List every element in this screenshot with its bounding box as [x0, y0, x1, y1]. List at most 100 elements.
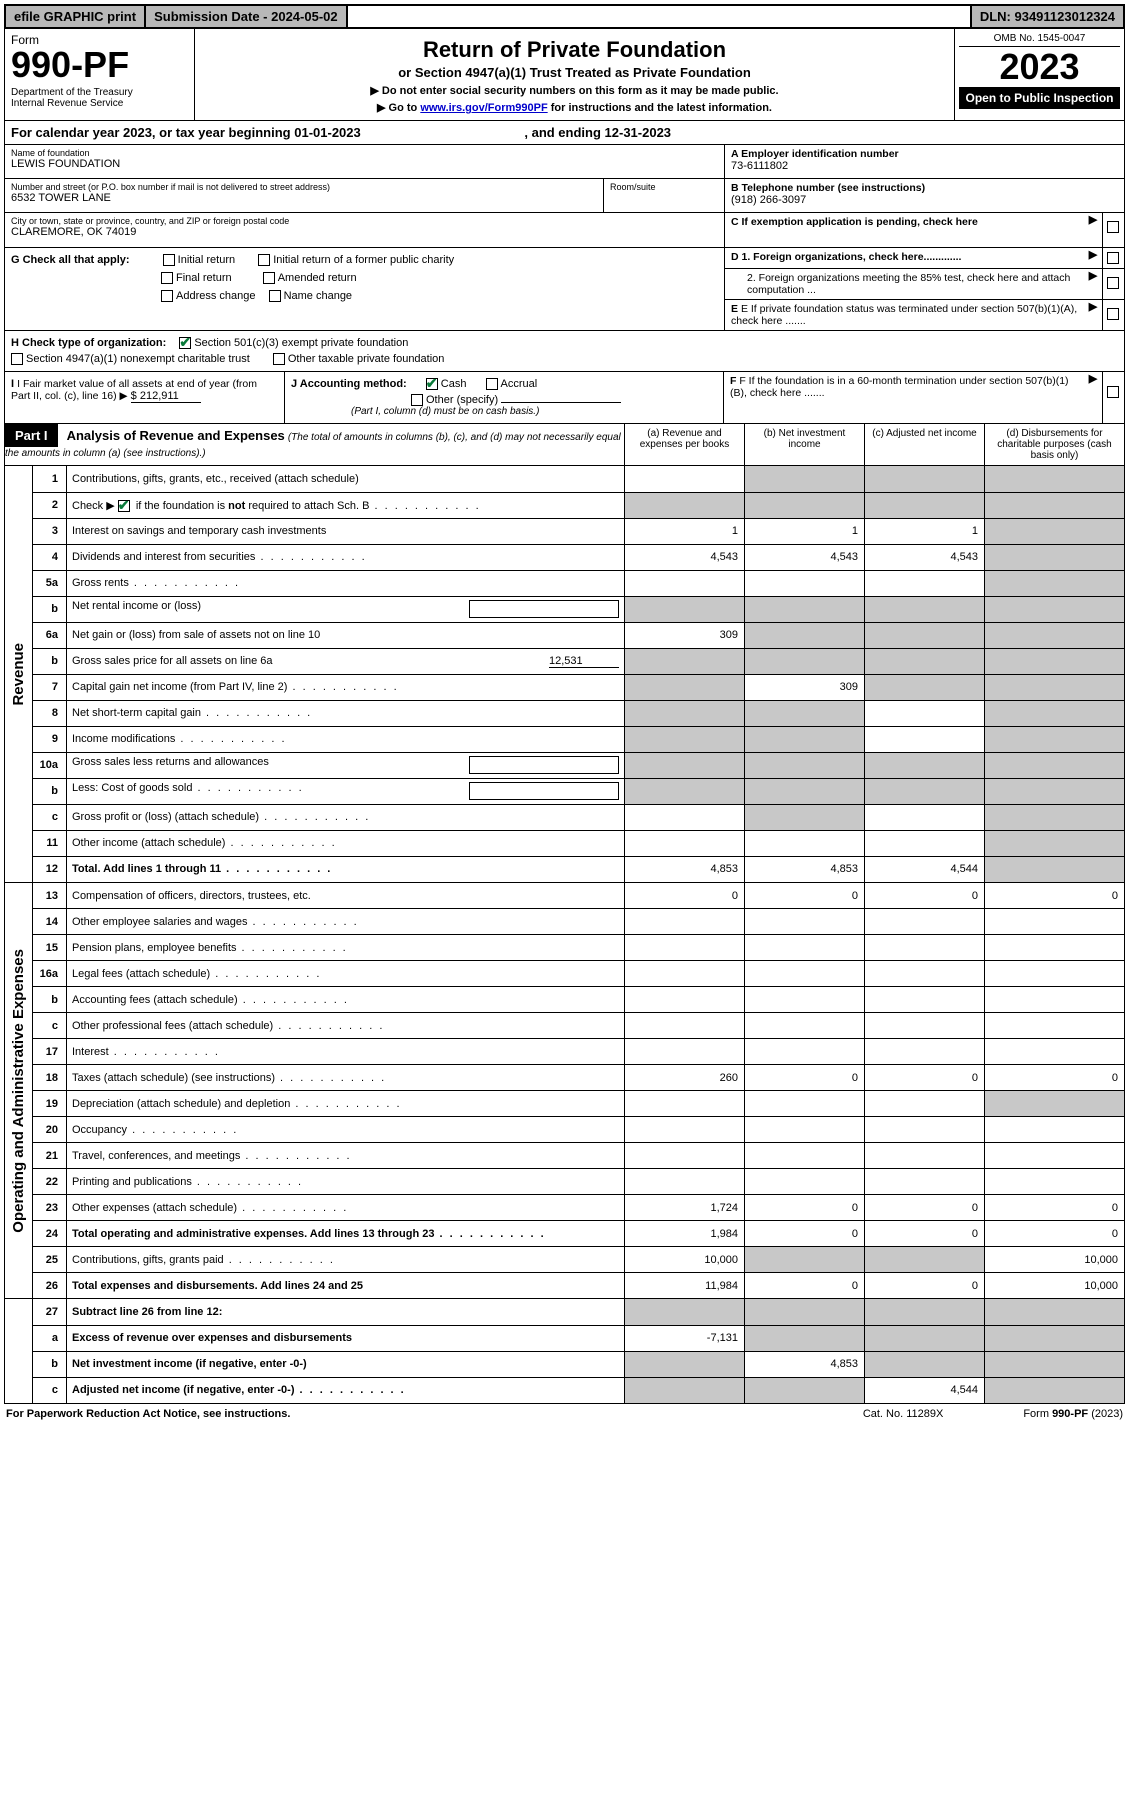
irs-link[interactable]: www.irs.gov/Form990PF [420, 102, 547, 114]
table-row: bAccounting fees (attach schedule) [33, 987, 1125, 1013]
col-b-value [745, 1143, 865, 1169]
line-desc: Accounting fees (attach schedule) [67, 987, 625, 1013]
col-b-value [745, 778, 865, 804]
address-row: Number and street (or P.O. box number if… [5, 179, 724, 213]
col-c-value [865, 1143, 985, 1169]
line-desc: Depreciation (attach schedule) and deple… [67, 1091, 625, 1117]
line-number: a [33, 1325, 67, 1351]
subtotal-section: 27Subtract line 26 from line 12:aExcess … [4, 1299, 1125, 1404]
checkbox-name-change[interactable] [269, 290, 281, 302]
line-number: 10a [33, 752, 67, 778]
table-row: 16aLegal fees (attach schedule) [33, 961, 1125, 987]
col-d-value [985, 935, 1125, 961]
header-right: OMB No. 1545-0047 2023 Open to Public In… [954, 29, 1124, 120]
col-b-value [745, 804, 865, 830]
table-row: 22Printing and publications [33, 1169, 1125, 1195]
col-a-value [625, 492, 745, 518]
table-row: 27Subtract line 26 from line 12: [33, 1299, 1125, 1325]
inline-value: 12,531 [549, 655, 619, 668]
checkbox-4947a1[interactable] [11, 353, 23, 365]
col-d-value [985, 1013, 1125, 1039]
col-a-value [625, 804, 745, 830]
checkbox-f[interactable] [1102, 372, 1124, 423]
checkbox-other-acct[interactable] [411, 394, 423, 406]
col-b-value [745, 622, 865, 648]
checkbox-amended[interactable] [263, 272, 275, 284]
col-c-value [865, 804, 985, 830]
col-a-value [625, 1143, 745, 1169]
line-desc: Compensation of officers, directors, tru… [67, 883, 625, 909]
arrow-icon: ▶ [1084, 248, 1102, 268]
col-c-value: 0 [865, 1221, 985, 1247]
line-number: b [33, 1351, 67, 1377]
checkbox-d1[interactable] [1102, 248, 1124, 268]
line-number: 18 [33, 1065, 67, 1091]
revenue-table: 1Contributions, gifts, grants, etc., rec… [32, 466, 1125, 883]
table-row: 15Pension plans, employee benefits [33, 935, 1125, 961]
table-row: cOther professional fees (attach schedul… [33, 1013, 1125, 1039]
checkbox-address-change[interactable] [161, 290, 173, 302]
note-ssn: ▶ Do not enter social security numbers o… [201, 84, 948, 97]
col-b-value: 0 [745, 1273, 865, 1299]
col-a-value [625, 935, 745, 961]
catalog-number: Cat. No. 11289X [863, 1408, 944, 1420]
table-row: bNet investment income (if negative, ent… [33, 1351, 1125, 1377]
col-c-value [865, 1117, 985, 1143]
checkbox-final-return[interactable] [161, 272, 173, 284]
checkbox-accrual[interactable] [486, 378, 498, 390]
table-row: 9Income modifications [33, 726, 1125, 752]
foundation-name-cell: Name of foundation LEWIS FOUNDATION [5, 145, 724, 179]
col-d-header: (d) Disbursements for charitable purpose… [984, 424, 1124, 465]
col-a-value [625, 674, 745, 700]
col-b-value: 0 [745, 1221, 865, 1247]
checkbox-c[interactable] [1102, 213, 1124, 247]
line-number: 2 [33, 492, 67, 518]
checkbox-cash[interactable] [426, 378, 438, 390]
col-b-value: 4,853 [745, 1351, 865, 1377]
line-desc: Gross rents [67, 570, 625, 596]
checkbox-501c3[interactable] [179, 337, 191, 349]
checkbox-other-taxable[interactable] [273, 353, 285, 365]
col-a-value [625, 1117, 745, 1143]
expenses-table: 13Compensation of officers, directors, t… [32, 883, 1125, 1300]
col-c-value [865, 935, 985, 961]
checkbox-initial-return[interactable] [163, 254, 175, 266]
col-c-value: 4,544 [865, 856, 985, 882]
form-title: Return of Private Foundation [201, 37, 948, 63]
line-number: c [33, 804, 67, 830]
header-mid: Return of Private Foundation or Section … [195, 29, 954, 120]
col-d-value [985, 1039, 1125, 1065]
col-a-value [625, 778, 745, 804]
line-desc: Subtract line 26 from line 12: [67, 1299, 625, 1325]
col-d-value [985, 804, 1125, 830]
checkbox-e[interactable] [1102, 300, 1124, 330]
col-b-value [745, 570, 865, 596]
col-a-value [625, 752, 745, 778]
inline-box [469, 756, 619, 774]
col-c-value [865, 778, 985, 804]
line-desc: Contributions, gifts, grants paid [67, 1247, 625, 1273]
col-b-value [745, 648, 865, 674]
checkbox-schb[interactable] [118, 500, 130, 512]
section-g: G Check all that apply: Initial return I… [5, 248, 724, 330]
col-b-value [745, 1299, 865, 1325]
checkbox-initial-former[interactable] [258, 254, 270, 266]
header-left: Form 990-PF Department of the Treasury I… [5, 29, 195, 120]
col-b-value [745, 1325, 865, 1351]
col-c-value [865, 1299, 985, 1325]
table-row: 6aNet gain or (loss) from sale of assets… [33, 622, 1125, 648]
col-c-value [865, 726, 985, 752]
tax-year: 2023 [959, 49, 1120, 85]
col-a-value [625, 1039, 745, 1065]
table-row: 19Depreciation (attach schedule) and dep… [33, 1091, 1125, 1117]
table-row: bLess: Cost of goods sold [33, 778, 1125, 804]
checkbox-d2[interactable] [1102, 269, 1124, 299]
street-address: 6532 TOWER LANE [11, 192, 597, 204]
line-desc: Other employee salaries and wages [67, 909, 625, 935]
line-number: 15 [33, 935, 67, 961]
col-a-value: 1,984 [625, 1221, 745, 1247]
col-b-value [745, 1377, 865, 1403]
col-c-value [865, 492, 985, 518]
col-b-value [745, 752, 865, 778]
col-a-value: 11,984 [625, 1273, 745, 1299]
